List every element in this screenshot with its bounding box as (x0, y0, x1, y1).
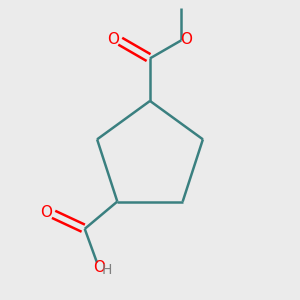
Text: O: O (40, 205, 52, 220)
Text: O: O (93, 260, 105, 275)
Text: O: O (180, 32, 192, 46)
Text: O: O (107, 32, 119, 46)
Text: H: H (102, 263, 112, 277)
